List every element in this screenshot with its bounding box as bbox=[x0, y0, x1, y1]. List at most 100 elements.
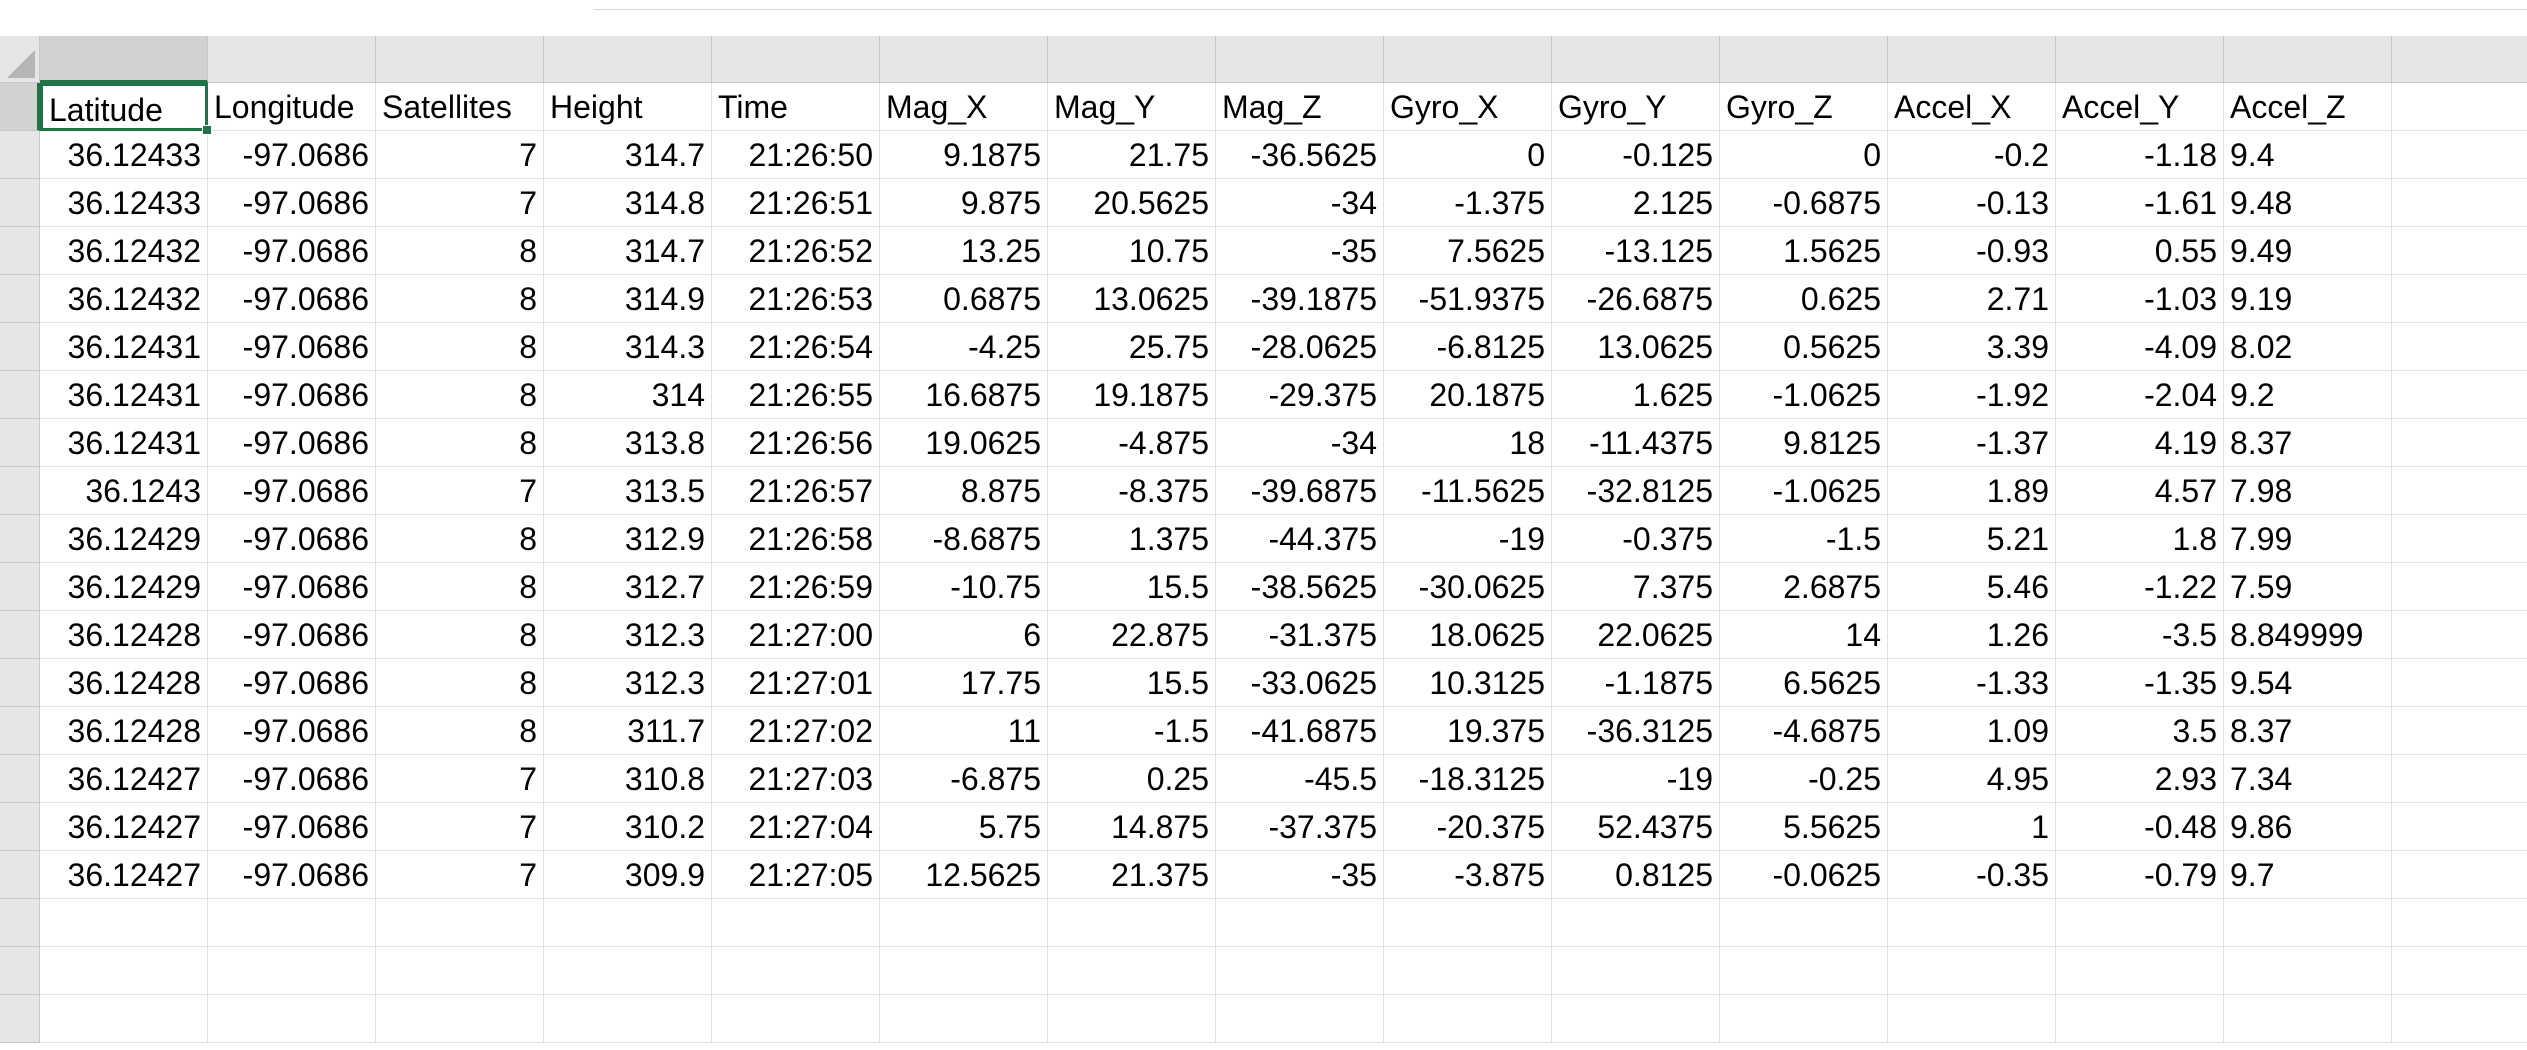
column-header-f[interactable] bbox=[880, 36, 1048, 83]
cell-j18[interactable] bbox=[1552, 899, 1720, 947]
row-header-6[interactable] bbox=[0, 323, 40, 371]
cell-a4[interactable]: 36.12432 bbox=[40, 227, 208, 275]
cell-l7[interactable]: -1.92 bbox=[1888, 371, 2056, 419]
column-header-o[interactable] bbox=[2392, 36, 2527, 83]
cell-o20[interactable] bbox=[2392, 995, 2527, 1043]
cell-d6[interactable]: 314.3 bbox=[544, 323, 712, 371]
column-header-k[interactable] bbox=[1720, 36, 1888, 83]
row-header-20[interactable] bbox=[0, 995, 40, 1043]
cell-c10[interactable]: 8 bbox=[376, 515, 544, 563]
cell-b10[interactable]: -97.0686 bbox=[208, 515, 376, 563]
cell-b1[interactable]: Longitude bbox=[208, 83, 376, 131]
cell-f13[interactable]: 17.75 bbox=[880, 659, 1048, 707]
cell-f8[interactable]: 19.0625 bbox=[880, 419, 1048, 467]
cell-b4[interactable]: -97.0686 bbox=[208, 227, 376, 275]
cell-l12[interactable]: 1.26 bbox=[1888, 611, 2056, 659]
cell-o6[interactable] bbox=[2392, 323, 2527, 371]
cell-g13[interactable]: 15.5 bbox=[1048, 659, 1216, 707]
row-header-19[interactable] bbox=[0, 947, 40, 995]
cell-m5[interactable]: -1.03 bbox=[2056, 275, 2224, 323]
row-header-1[interactable] bbox=[0, 83, 40, 131]
cell-h14[interactable]: -41.6875 bbox=[1216, 707, 1384, 755]
cell-l16[interactable]: 1 bbox=[1888, 803, 2056, 851]
cell-i20[interactable] bbox=[1384, 995, 1552, 1043]
cell-i5[interactable]: -51.9375 bbox=[1384, 275, 1552, 323]
cell-a15[interactable]: 36.12427 bbox=[40, 755, 208, 803]
cell-n7[interactable]: 9.2 bbox=[2224, 371, 2392, 419]
cell-l10[interactable]: 5.21 bbox=[1888, 515, 2056, 563]
cell-o5[interactable] bbox=[2392, 275, 2527, 323]
cell-h8[interactable]: -34 bbox=[1216, 419, 1384, 467]
cell-d7[interactable]: 314 bbox=[544, 371, 712, 419]
cell-i18[interactable] bbox=[1384, 899, 1552, 947]
cell-o18[interactable] bbox=[2392, 899, 2527, 947]
cell-l4[interactable]: -0.93 bbox=[1888, 227, 2056, 275]
cell-j10[interactable]: -0.375 bbox=[1552, 515, 1720, 563]
cell-i13[interactable]: 10.3125 bbox=[1384, 659, 1552, 707]
cell-a13[interactable]: 36.12428 bbox=[40, 659, 208, 707]
cell-o2[interactable] bbox=[2392, 131, 2527, 179]
row-header-5[interactable] bbox=[0, 275, 40, 323]
cell-n9[interactable]: 7.98 bbox=[2224, 467, 2392, 515]
cell-f11[interactable]: -10.75 bbox=[880, 563, 1048, 611]
cell-k16[interactable]: 5.5625 bbox=[1720, 803, 1888, 851]
cell-g15[interactable]: 0.25 bbox=[1048, 755, 1216, 803]
cell-m10[interactable]: 1.8 bbox=[2056, 515, 2224, 563]
cell-i16[interactable]: -20.375 bbox=[1384, 803, 1552, 851]
cell-f20[interactable] bbox=[880, 995, 1048, 1043]
cell-c20[interactable] bbox=[376, 995, 544, 1043]
cell-o11[interactable] bbox=[2392, 563, 2527, 611]
cell-j20[interactable] bbox=[1552, 995, 1720, 1043]
cell-i14[interactable]: 19.375 bbox=[1384, 707, 1552, 755]
cell-l9[interactable]: 1.89 bbox=[1888, 467, 2056, 515]
cell-h17[interactable]: -35 bbox=[1216, 851, 1384, 899]
cell-g14[interactable]: -1.5 bbox=[1048, 707, 1216, 755]
cell-k13[interactable]: 6.5625 bbox=[1720, 659, 1888, 707]
cell-i11[interactable]: -30.0625 bbox=[1384, 563, 1552, 611]
cell-n12[interactable]: 8.849999 bbox=[2224, 611, 2392, 659]
cell-o16[interactable] bbox=[2392, 803, 2527, 851]
cell-k2[interactable]: 0 bbox=[1720, 131, 1888, 179]
cell-a11[interactable]: 36.12429 bbox=[40, 563, 208, 611]
cell-h12[interactable]: -31.375 bbox=[1216, 611, 1384, 659]
cell-a16[interactable]: 36.12427 bbox=[40, 803, 208, 851]
cell-m9[interactable]: 4.57 bbox=[2056, 467, 2224, 515]
row-header-9[interactable] bbox=[0, 467, 40, 515]
cell-d13[interactable]: 312.3 bbox=[544, 659, 712, 707]
cell-f16[interactable]: 5.75 bbox=[880, 803, 1048, 851]
cell-b5[interactable]: -97.0686 bbox=[208, 275, 376, 323]
cell-m4[interactable]: 0.55 bbox=[2056, 227, 2224, 275]
cell-g2[interactable]: 21.75 bbox=[1048, 131, 1216, 179]
cell-n16[interactable]: 9.86 bbox=[2224, 803, 2392, 851]
cell-k15[interactable]: -0.25 bbox=[1720, 755, 1888, 803]
cell-m14[interactable]: 3.5 bbox=[2056, 707, 2224, 755]
cell-j11[interactable]: 7.375 bbox=[1552, 563, 1720, 611]
cell-c16[interactable]: 7 bbox=[376, 803, 544, 851]
cell-i9[interactable]: -11.5625 bbox=[1384, 467, 1552, 515]
cell-i17[interactable]: -3.875 bbox=[1384, 851, 1552, 899]
cell-j2[interactable]: -0.125 bbox=[1552, 131, 1720, 179]
cell-h13[interactable]: -33.0625 bbox=[1216, 659, 1384, 707]
cell-m12[interactable]: -3.5 bbox=[2056, 611, 2224, 659]
cell-o9[interactable] bbox=[2392, 467, 2527, 515]
cell-m18[interactable] bbox=[2056, 899, 2224, 947]
cell-h11[interactable]: -38.5625 bbox=[1216, 563, 1384, 611]
cell-n18[interactable] bbox=[2224, 899, 2392, 947]
cell-l6[interactable]: 3.39 bbox=[1888, 323, 2056, 371]
cell-f18[interactable] bbox=[880, 899, 1048, 947]
cell-k12[interactable]: 14 bbox=[1720, 611, 1888, 659]
cell-m11[interactable]: -1.22 bbox=[2056, 563, 2224, 611]
cell-b15[interactable]: -97.0686 bbox=[208, 755, 376, 803]
cell-l2[interactable]: -0.2 bbox=[1888, 131, 2056, 179]
cell-g8[interactable]: -4.875 bbox=[1048, 419, 1216, 467]
cell-f14[interactable]: 11 bbox=[880, 707, 1048, 755]
row-header-3[interactable] bbox=[0, 179, 40, 227]
cell-h7[interactable]: -29.375 bbox=[1216, 371, 1384, 419]
cell-k8[interactable]: 9.8125 bbox=[1720, 419, 1888, 467]
cell-k11[interactable]: 2.6875 bbox=[1720, 563, 1888, 611]
cell-e16[interactable]: 21:27:04 bbox=[712, 803, 880, 851]
cell-o14[interactable] bbox=[2392, 707, 2527, 755]
cell-m8[interactable]: 4.19 bbox=[2056, 419, 2224, 467]
cell-o19[interactable] bbox=[2392, 947, 2527, 995]
cell-j8[interactable]: -11.4375 bbox=[1552, 419, 1720, 467]
